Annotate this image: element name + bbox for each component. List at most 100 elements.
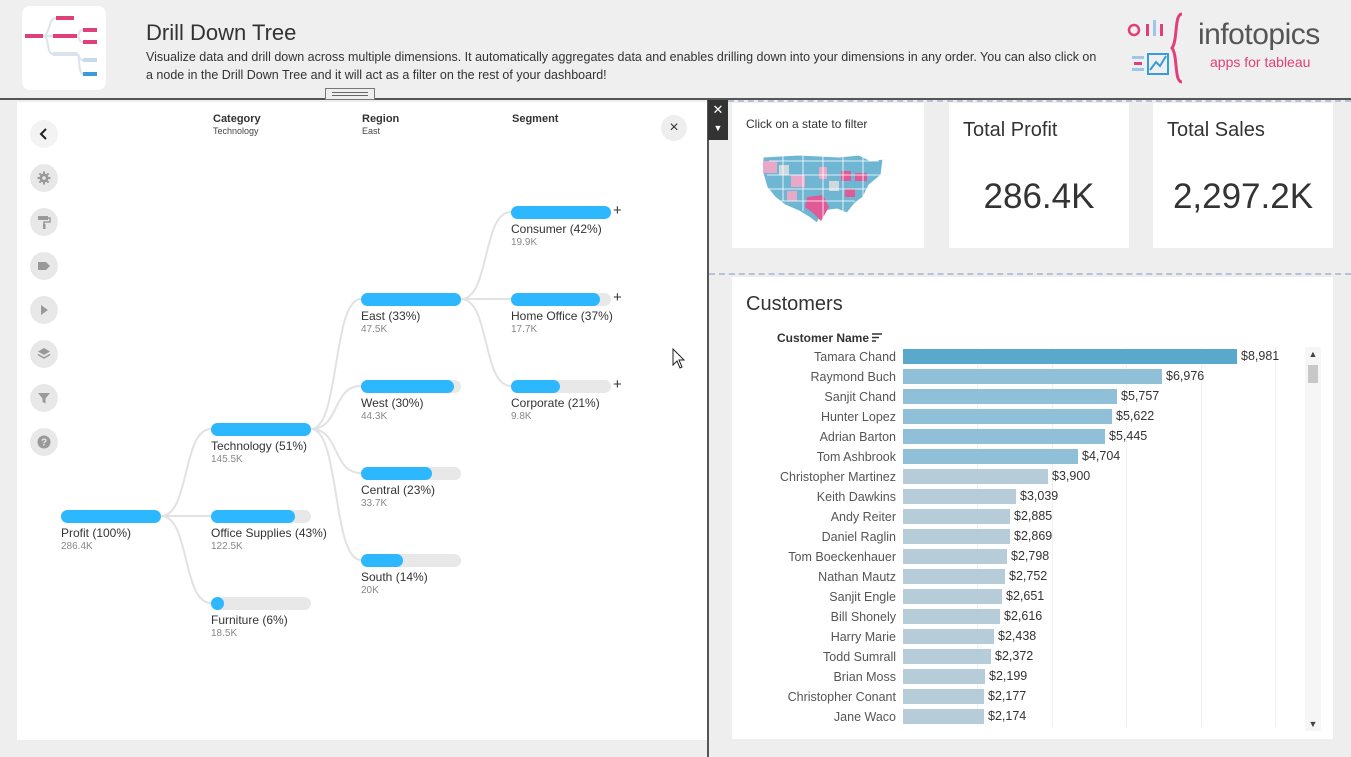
customer-row[interactable]: Nathan Mautz $2,752 — [732, 567, 1302, 587]
gridline — [1275, 347, 1276, 727]
customer-name: Sanjit Chand — [824, 390, 896, 404]
tree-node-profit[interactable]: Profit (100%) 286.4K — [61, 510, 161, 552]
customer-name: Bill Shonely — [830, 610, 896, 624]
customer-sales-value: $2,752 — [1009, 569, 1048, 583]
back-icon — [39, 128, 47, 140]
customer-row[interactable]: Andy Reiter $2,885 — [732, 507, 1302, 527]
node-value: 18.5K — [211, 628, 238, 639]
customer-name: Christopher Martinez — [779, 470, 896, 484]
customer-sales-bar[interactable] — [903, 429, 1105, 444]
container-controls[interactable]: ✕ ▼ — [708, 100, 728, 140]
tree-node-consumer[interactable]: + Consumer (42%) 19.9K — [511, 202, 622, 248]
more-options-icon[interactable]: ▼ — [713, 123, 723, 133]
scroll-up-icon[interactable]: ▲ — [1308, 349, 1318, 359]
expand-plus-icon[interactable]: + — [613, 289, 622, 306]
customer-name: Brian Moss — [833, 670, 896, 684]
help-icon: ? — [37, 435, 51, 449]
customer-row[interactable]: Bill Shonely $2,616 — [732, 607, 1302, 627]
customer-sales-bar[interactable] — [903, 609, 1000, 624]
customer-row[interactable]: Harry Marie $2,438 — [732, 627, 1302, 647]
scroll-down-icon[interactable]: ▼ — [1308, 719, 1318, 729]
expand-plus-icon[interactable]: + — [613, 202, 622, 219]
customer-sales-bar[interactable] — [903, 489, 1016, 504]
description-part-2: You can also click on a node in the Dril… — [146, 50, 1097, 82]
tree-node-south[interactable]: South (14%) 20K — [361, 554, 461, 596]
section-divider — [709, 273, 1351, 275]
infotopics-brand[interactable]: infotopics apps for tableau — [1120, 10, 1340, 90]
paint-roller-icon — [38, 216, 51, 229]
settings-button[interactable] — [30, 164, 58, 192]
node-bar-fill — [211, 510, 295, 523]
customer-sales-value: $4,704 — [1082, 449, 1121, 463]
help-button[interactable]: ? — [30, 428, 58, 456]
page-title: Drill Down Tree — [146, 20, 297, 45]
customer-sales-bar[interactable] — [903, 649, 991, 664]
customer-sales-bar[interactable] — [903, 449, 1078, 464]
customer-row[interactable]: Jane Waco $2,174 — [732, 707, 1302, 727]
customer-row[interactable]: Hunter Lopez $5,622 — [732, 407, 1302, 427]
customer-sales-bar[interactable] — [903, 409, 1112, 424]
filter-button[interactable] — [30, 384, 58, 412]
format-button[interactable] — [30, 208, 58, 236]
customer-row[interactable]: Sanjit Engle $2,651 — [732, 587, 1302, 607]
us-map[interactable] — [759, 151, 889, 231]
sort-icon[interactable] — [872, 333, 883, 342]
vertical-scrollbar[interactable]: ▲ ▼ — [1305, 347, 1321, 731]
customer-sales-value: $2,869 — [1014, 529, 1053, 543]
customer-sales-bar[interactable] — [903, 549, 1007, 564]
labels-button[interactable] — [30, 252, 58, 280]
customer-row[interactable]: Sanjit Chand $5,757 — [732, 387, 1302, 407]
customer-sales-bar[interactable] — [903, 349, 1237, 364]
customer-sales-bar[interactable] — [903, 469, 1048, 484]
tree-close-button[interactable]: × — [661, 115, 687, 141]
state-map-tile[interactable]: Click on a state to filter — [732, 103, 924, 248]
customer-name-header[interactable]: Customer Name — [777, 331, 883, 345]
levels-button[interactable] — [30, 340, 58, 368]
customer-row[interactable]: Tom Boeckenhauer $2,798 — [732, 547, 1302, 567]
customer-row[interactable]: Christopher Martinez $3,900 — [732, 467, 1302, 487]
customer-row[interactable]: Tom Ashbrook $4,704 — [732, 447, 1302, 467]
customer-sales-bar[interactable] — [903, 369, 1162, 384]
customer-row[interactable]: Adrian Barton $5,445 — [732, 427, 1302, 447]
customer-sales-bar[interactable] — [903, 389, 1117, 404]
back-button[interactable] — [30, 120, 58, 148]
tree-node-office-supplies[interactable]: Office Supplies (43%) 122.5K — [211, 510, 327, 552]
customer-sales-bar[interactable] — [903, 629, 994, 644]
column-filter: East — [362, 126, 381, 136]
node-value: 44.3K — [361, 411, 388, 422]
customer-sales-bar[interactable] — [903, 689, 984, 704]
customer-row[interactable]: Keith Dawkins $3,039 — [732, 487, 1302, 507]
customer-sales-bar[interactable] — [903, 569, 1005, 584]
tree-node-technology[interactable]: Technology (51%) 145.5K — [211, 423, 311, 465]
customer-row[interactable]: Christopher Conant $2,177 — [732, 687, 1302, 707]
tree-node-corporate[interactable]: + Corporate (21%) 9.8K — [511, 376, 622, 422]
customer-row[interactable]: Raymond Buch $6,976 — [732, 367, 1302, 387]
tree-node-west[interactable]: West (30%) 44.3K — [361, 380, 461, 422]
customer-name: Tom Ashbrook — [816, 450, 896, 464]
customer-sales-bar[interactable] — [903, 669, 985, 684]
expand-plus-icon[interactable]: + — [613, 376, 622, 393]
node-value: 9.8K — [511, 411, 532, 422]
customer-sales-bar[interactable] — [903, 529, 1010, 544]
customer-sales-bar[interactable] — [903, 709, 984, 724]
customer-sales-bar[interactable] — [903, 589, 1002, 604]
tree-node-central[interactable]: Central (23%) 33.7K — [361, 467, 461, 509]
customer-sales-bar[interactable] — [903, 509, 1010, 524]
animation-button[interactable] — [30, 296, 58, 324]
customer-name: Keith Dawkins — [816, 490, 896, 504]
tree-node-east[interactable]: East (33%) 47.5K — [361, 293, 461, 335]
tree-node-furniture[interactable]: Furniture (6%) 18.5K — [211, 597, 311, 639]
customer-name: Raymond Buch — [810, 370, 896, 384]
customer-row[interactable]: Todd Sumrall $2,372 — [732, 647, 1302, 667]
customer-row[interactable]: Brian Moss $2,199 — [732, 667, 1302, 687]
customer-row[interactable]: Daniel Raglin $2,869 — [732, 527, 1302, 547]
customer-name: Sanjit Engle — [829, 590, 896, 604]
customer-name: Tom Boeckenhauer — [788, 550, 896, 564]
close-container-icon[interactable]: ✕ — [712, 102, 724, 117]
resize-handle[interactable] — [325, 88, 375, 100]
tree-node-home-office[interactable]: + Home Office (37%) 17.7K — [511, 289, 622, 335]
customer-row[interactable]: Tamara Chand $8,981 — [732, 347, 1302, 367]
node-value: 33.7K — [361, 498, 388, 509]
scroll-thumb[interactable] — [1308, 365, 1318, 383]
node-value: 47.5K — [361, 324, 388, 335]
